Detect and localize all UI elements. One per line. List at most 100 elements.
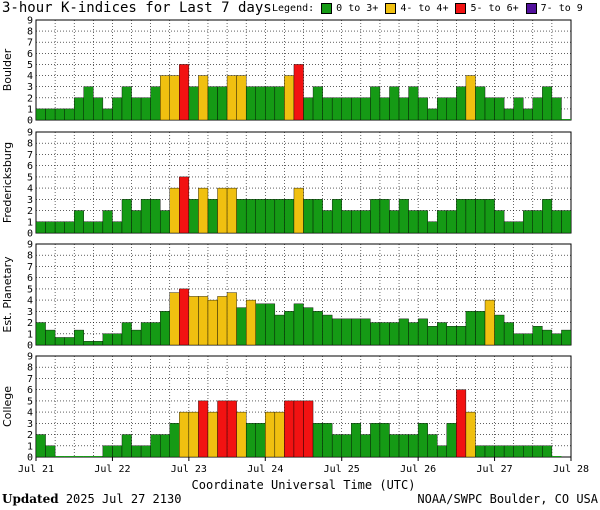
- y-tick-label: 3: [27, 82, 33, 93]
- k-index-bar: [131, 210, 142, 234]
- k-index-bar: [484, 445, 495, 458]
- y-tick-label: 4: [27, 184, 33, 195]
- k-index-bar: [427, 108, 438, 121]
- k-index-bar: [456, 389, 467, 458]
- k-index-bar: [74, 329, 84, 346]
- k-index-bar: [417, 423, 428, 458]
- y-tick-label: 1: [27, 329, 33, 340]
- k-index-bar: [45, 108, 56, 121]
- k-index-bar: [265, 199, 276, 234]
- k-index-bar: [64, 337, 75, 346]
- k-index-bar: [389, 86, 400, 121]
- k-index-bar: [207, 299, 218, 346]
- k-index-bar: [351, 210, 362, 234]
- y-tick-label: 4: [27, 408, 33, 419]
- k-index-bar: [542, 199, 553, 234]
- k-index-bar: [513, 445, 524, 458]
- k-index-bar: [446, 97, 457, 121]
- y-tick-label: 3: [27, 307, 33, 318]
- station-label: Fredericksburg: [1, 142, 14, 223]
- k-index-bar: [198, 187, 209, 234]
- y-tick-label: 1: [27, 441, 33, 452]
- k-index-bar: [484, 97, 495, 121]
- k-index-bar: [150, 322, 161, 346]
- k-index-bar: [207, 199, 218, 234]
- k-index-bar: [465, 311, 476, 346]
- y-tick-label: 2: [27, 93, 33, 104]
- k-index-bar: [102, 108, 113, 121]
- k-index-bar: [293, 303, 304, 346]
- k-index-bar: [140, 322, 151, 346]
- k-index-bar: [551, 456, 562, 457]
- k-index-bar: [159, 311, 170, 346]
- k-index-bar: [379, 322, 390, 346]
- y-tick-label: 8: [27, 251, 33, 262]
- k-index-bar: [532, 326, 543, 346]
- k-index-bar: [408, 434, 419, 458]
- k-index-bar: [198, 75, 209, 121]
- station-label: College: [1, 386, 14, 427]
- k-index-bar: [427, 326, 438, 346]
- k-index-bar: [131, 445, 142, 458]
- k-index-bar: [503, 221, 514, 234]
- k-index-bar: [341, 97, 352, 121]
- legend-label: Legend:: [272, 3, 315, 14]
- k-index-bar: [532, 210, 543, 234]
- updated-value: 2025 Jul 27 2130: [65, 492, 182, 506]
- y-tick-label: 7: [27, 374, 33, 385]
- k-index-bar: [284, 311, 295, 346]
- k-index-bar: [236, 307, 247, 346]
- y-tick-label: 1: [27, 217, 33, 228]
- k-index-bar: [293, 64, 304, 121]
- k-index-bar: [179, 288, 190, 346]
- k-index-bar: [54, 337, 65, 346]
- k-index-bar: [561, 119, 571, 120]
- k-index-bar: [437, 97, 448, 121]
- k-index-bar: [35, 322, 46, 346]
- k-index-bar: [293, 400, 304, 458]
- k-index-bar: [188, 411, 199, 458]
- k-index-bar: [427, 434, 438, 458]
- k-index-bar: [102, 333, 113, 346]
- y-tick-label: 5: [27, 284, 33, 295]
- k-index-bar: [35, 434, 46, 458]
- k-index-bar: [494, 210, 505, 234]
- k-index-bar: [551, 210, 562, 234]
- y-tick-label: 6: [27, 385, 33, 396]
- y-tick-label: 6: [27, 273, 33, 284]
- k-index-bar: [427, 221, 438, 234]
- k-index-bar: [93, 221, 104, 234]
- k-index-bar: [35, 108, 46, 121]
- k-index-bar: [398, 434, 409, 458]
- k-index-bar: [245, 423, 256, 458]
- k-index-bar: [169, 187, 180, 234]
- station-label: Boulder: [1, 48, 14, 91]
- y-tick-label: 4: [27, 296, 33, 307]
- k-index-bar: [226, 187, 237, 234]
- y-tick-label: 6: [27, 161, 33, 172]
- y-tick-label: 4: [27, 71, 33, 82]
- k-index-bar: [74, 97, 84, 121]
- k-index-bar: [64, 221, 75, 234]
- legend-label-active: 4- to 4+: [400, 3, 449, 14]
- k-index-bar: [341, 318, 352, 346]
- k-index-bar: [226, 292, 237, 346]
- k-index-bar: [274, 199, 285, 234]
- y-tick-label: 9: [27, 128, 33, 139]
- y-tick-label: 7: [27, 38, 33, 49]
- k-index-bar: [83, 456, 94, 457]
- y-tick-label: 3: [27, 195, 33, 206]
- k-index-bar: [331, 199, 342, 234]
- k-index-bar: [236, 411, 247, 458]
- updated-label: Updated: [2, 492, 59, 506]
- k-index-bar: [150, 86, 161, 121]
- k-index-bar: [370, 199, 381, 234]
- x-tick-label: Jul 23: [171, 464, 207, 475]
- x-tick-label: Jul 28: [553, 464, 589, 475]
- k-index-bar: [207, 86, 218, 121]
- y-tick-label: 3: [27, 419, 33, 430]
- k-index-bar: [341, 210, 352, 234]
- source-credit: NOAA/SWPC Boulder, CO USA: [417, 492, 598, 506]
- k-index-bar: [45, 329, 56, 346]
- k-index-bar: [293, 187, 304, 234]
